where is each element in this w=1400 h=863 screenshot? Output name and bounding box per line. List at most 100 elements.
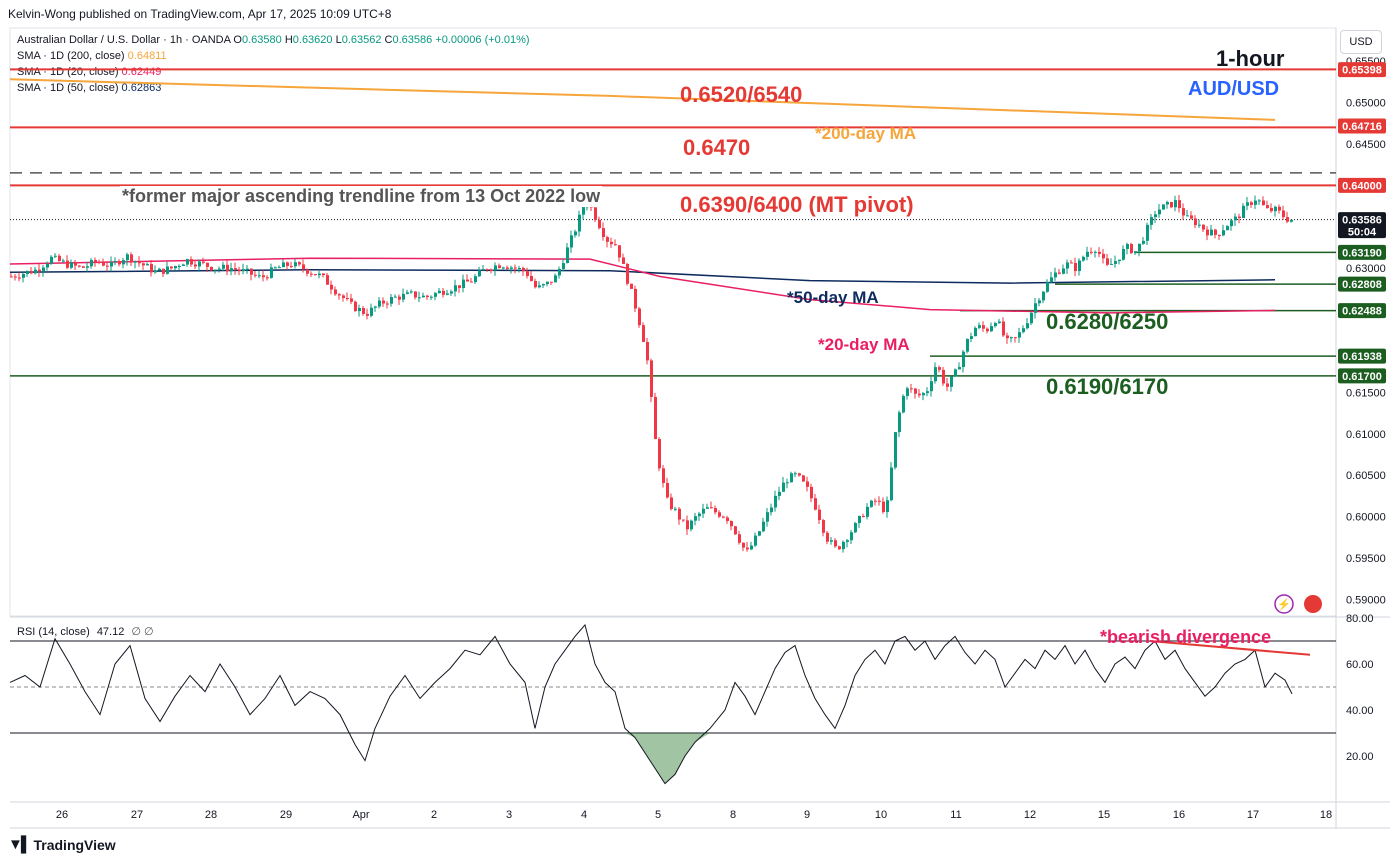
candle-body (1114, 261, 1117, 264)
price-tag (1338, 276, 1386, 292)
sma50-legend[interactable]: SMA · 1D (50, close) 0.62863 (17, 82, 161, 94)
candle-body (890, 467, 893, 501)
candle-body (142, 263, 145, 266)
candle-body (678, 508, 681, 520)
publisher-header: Kelvin-Wong published on TradingView.com… (8, 7, 392, 21)
divergence-line (1149, 640, 1311, 656)
price-tick-label: 0.59000 (1346, 594, 1386, 606)
candle-body (898, 412, 901, 433)
candle-body (1230, 220, 1233, 227)
candle-body (70, 262, 73, 268)
sma200-legend[interactable]: SMA · 1D (200, close) 0.64811 (17, 50, 167, 62)
candle-body (726, 517, 729, 522)
candle-body (850, 532, 853, 541)
candle-body (314, 274, 317, 276)
flag-icon (1304, 595, 1322, 613)
candle-body (1158, 209, 1161, 215)
candle-body (362, 307, 365, 314)
candle-body (402, 293, 405, 300)
candle-body (1154, 214, 1157, 218)
candle-body (194, 264, 197, 267)
candle-body (534, 280, 537, 288)
candle-body (1022, 328, 1025, 333)
candle-body (234, 268, 237, 270)
candle-body (1098, 251, 1101, 254)
candle-body (874, 500, 877, 502)
time-tick-label: 11 (950, 809, 961, 821)
ma50-line (9, 269, 1276, 284)
candle-body (1118, 259, 1121, 262)
candle-body (1286, 217, 1289, 222)
candle-body (102, 262, 105, 266)
candle-body (130, 254, 133, 263)
candle-body (354, 301, 357, 312)
candle-body (742, 542, 745, 548)
candle-body (318, 273, 321, 276)
candle-body (666, 483, 669, 498)
candle-body (1122, 248, 1125, 260)
candle-body (1182, 208, 1185, 216)
candle-body (226, 264, 229, 272)
candle-body (266, 277, 269, 279)
candle-body (990, 326, 993, 332)
candle-body (258, 275, 261, 277)
price-tick-label: 0.63000 (1346, 263, 1386, 275)
footer-brand[interactable]: ▼▌ TradingView (8, 836, 116, 853)
candle-body (518, 267, 521, 269)
candle-body (918, 393, 921, 396)
candle-body (466, 279, 469, 282)
candle-body (1146, 224, 1149, 241)
candle-body (1234, 216, 1237, 221)
candle-body (190, 259, 193, 265)
candle-body (1254, 200, 1257, 205)
candle-body (498, 265, 501, 268)
candle-body (962, 351, 965, 368)
candle-body (706, 507, 709, 509)
candle-body (1026, 323, 1029, 329)
time-tick-label: 4 (581, 809, 587, 821)
candle-body (602, 228, 605, 238)
candle-body (886, 500, 889, 513)
candle-body (558, 269, 561, 276)
candle-body (978, 325, 981, 328)
candle-body (1102, 253, 1105, 259)
candle-body (470, 281, 473, 283)
candle-body (150, 264, 153, 273)
candle-body (662, 468, 665, 484)
candle-body (382, 300, 385, 304)
price-tick-label: 0.60500 (1346, 470, 1386, 482)
price-tag (1338, 368, 1386, 384)
candle-body (942, 369, 945, 384)
candle-body (922, 393, 925, 396)
candle-body (1202, 224, 1205, 230)
price-tag-label: 0.62488 (1342, 306, 1382, 318)
candle-body (818, 509, 821, 521)
candle-body (342, 295, 345, 298)
candle-body (822, 520, 825, 533)
candle-body (1194, 218, 1197, 226)
candle-body (778, 491, 781, 496)
candle-body (866, 506, 869, 517)
candle-body (34, 269, 37, 274)
candle-body (1134, 251, 1137, 254)
rsi-tick-label: 20.00 (1346, 751, 1374, 763)
candle-body (30, 270, 33, 274)
candle-body (958, 367, 961, 370)
currency-button[interactable]: USD (1340, 30, 1382, 54)
candle-body (62, 260, 65, 262)
candle-body (526, 271, 529, 276)
candle-body (1006, 335, 1009, 339)
symbol-name[interactable]: Australian Dollar / U.S. Dollar · 1h · O… (17, 34, 231, 46)
candle-body (774, 495, 777, 508)
candle-body (22, 274, 25, 278)
rsi-legend[interactable]: RSI (14, close) 47.12 ∅ ∅ (17, 625, 154, 638)
candle-body (1222, 230, 1225, 236)
high-value: 0.63620 (292, 34, 333, 46)
candle-body (746, 547, 749, 550)
candle-body (378, 300, 381, 307)
candle-body (782, 482, 785, 492)
rsi-tick-label: 60.00 (1346, 659, 1374, 671)
candle-body (878, 500, 881, 502)
candle-body (974, 327, 977, 337)
